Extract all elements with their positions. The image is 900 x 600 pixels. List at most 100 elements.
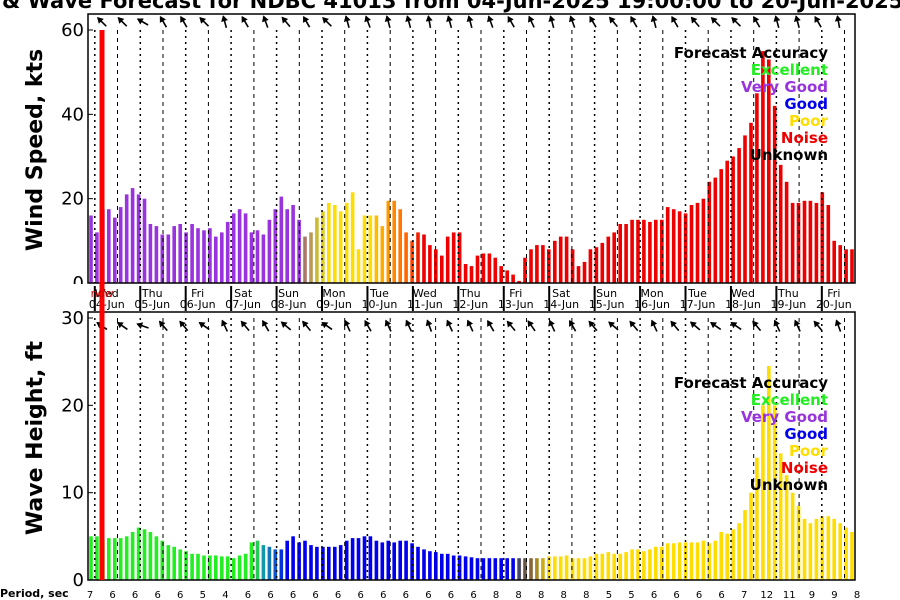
wind-bar [606, 236, 611, 283]
wave-bar [368, 536, 373, 580]
arrow-head [117, 17, 125, 24]
period-value: 9 [831, 590, 837, 600]
legend-item: Very Good [741, 408, 828, 426]
wind-bar [820, 192, 825, 283]
wave-bar [273, 549, 278, 580]
wind-bar [660, 219, 664, 284]
arrow-head [670, 320, 677, 328]
day-name: Sun [278, 287, 299, 300]
period-value: 6 [312, 590, 318, 600]
wave-bar [772, 405, 777, 580]
wave-bar [832, 518, 836, 580]
wind-dir-arrow [425, 15, 433, 29]
day-date: 09-Jun [316, 298, 352, 311]
arrow-head [506, 320, 514, 328]
arrow-head [773, 15, 781, 22]
wave-bar [648, 549, 652, 580]
wind-bar [553, 240, 557, 283]
legend-item: Poor [789, 442, 829, 460]
wind-bar [220, 232, 224, 283]
wave-bar [261, 545, 266, 580]
wind-dir-arrow [528, 15, 535, 28]
wind-bar [725, 160, 729, 283]
wind-bar [850, 249, 854, 283]
wave-bar [642, 551, 646, 580]
legend-item: Noise [781, 459, 828, 477]
day-name: Fri [509, 287, 522, 300]
wave-bar [624, 552, 628, 580]
wind-bar [166, 234, 171, 283]
arrow-head [690, 16, 698, 24]
wind-dir-arrow [384, 15, 392, 29]
arrow-head [548, 15, 556, 22]
wave-bar [243, 553, 248, 580]
wave-bar [315, 546, 319, 580]
arrow-head [731, 17, 738, 24]
legend-item: Noise [781, 129, 828, 147]
wave-bar [255, 540, 260, 580]
day-date: 07-Jun [225, 298, 261, 311]
wind-dir-arrow [322, 17, 332, 27]
wind-bar [279, 196, 284, 283]
period-value: 7 [87, 590, 93, 600]
wind-bar [118, 207, 123, 283]
wave-bar [802, 518, 807, 580]
period-value: 6 [155, 590, 161, 600]
wave-bar [463, 556, 468, 580]
wind-bar [558, 236, 563, 283]
day-date: 20-Jun [816, 298, 852, 311]
wind-dir-arrow [136, 18, 149, 26]
wind-dir-arrow [589, 15, 597, 28]
wind-bar [648, 221, 652, 283]
wave-bar [570, 558, 575, 580]
wave-dir-arrow [158, 320, 168, 332]
period-value: 8 [515, 590, 521, 600]
wave-bar [499, 558, 503, 580]
wind-bar [505, 270, 509, 284]
arrow-head [241, 15, 248, 23]
wave-bar [755, 457, 759, 580]
wave-bar [517, 558, 521, 580]
wave-bar [422, 549, 426, 580]
wind-bar [784, 181, 789, 283]
wave-bar [743, 510, 747, 580]
wave-bar [493, 558, 498, 580]
day-date: 15-Jun [589, 298, 625, 311]
wind-bar [130, 188, 135, 283]
wave-dir-arrow [405, 319, 413, 332]
wave-bar [838, 523, 842, 580]
arrow-head [650, 15, 658, 22]
wind-bar [285, 209, 289, 283]
now-label: now [91, 287, 114, 300]
wind-bar [802, 200, 807, 283]
day-date: 08-Jun [271, 298, 307, 311]
wind-bar [214, 236, 218, 283]
wind-bar [321, 211, 325, 283]
wind-dir-arrow [117, 17, 128, 27]
wave-bar [701, 540, 706, 580]
wind-bar [689, 205, 694, 283]
arrow-head [303, 15, 310, 23]
wave-bar [725, 533, 729, 580]
period-label: Period, sec [0, 587, 69, 600]
arrow-head [446, 319, 453, 327]
wave-bar [630, 549, 634, 580]
wave-dir-arrow [506, 320, 516, 332]
wind-bar [529, 249, 533, 283]
arrow-head [813, 320, 821, 328]
arrow-head [671, 15, 678, 23]
wind-bar [362, 215, 367, 283]
wind-bar [665, 207, 670, 283]
day-name: Thu [777, 287, 799, 300]
arrow-head [364, 15, 371, 23]
wave-bar [309, 545, 313, 580]
wind-bar [440, 255, 444, 283]
day-name: Sat [552, 287, 571, 300]
day-name: Sun [596, 287, 617, 300]
arrow-head [179, 320, 186, 328]
period-value: 6 [651, 590, 657, 600]
wind-bar [576, 266, 581, 283]
wave-bar [267, 546, 272, 580]
wave-bar [410, 543, 414, 580]
